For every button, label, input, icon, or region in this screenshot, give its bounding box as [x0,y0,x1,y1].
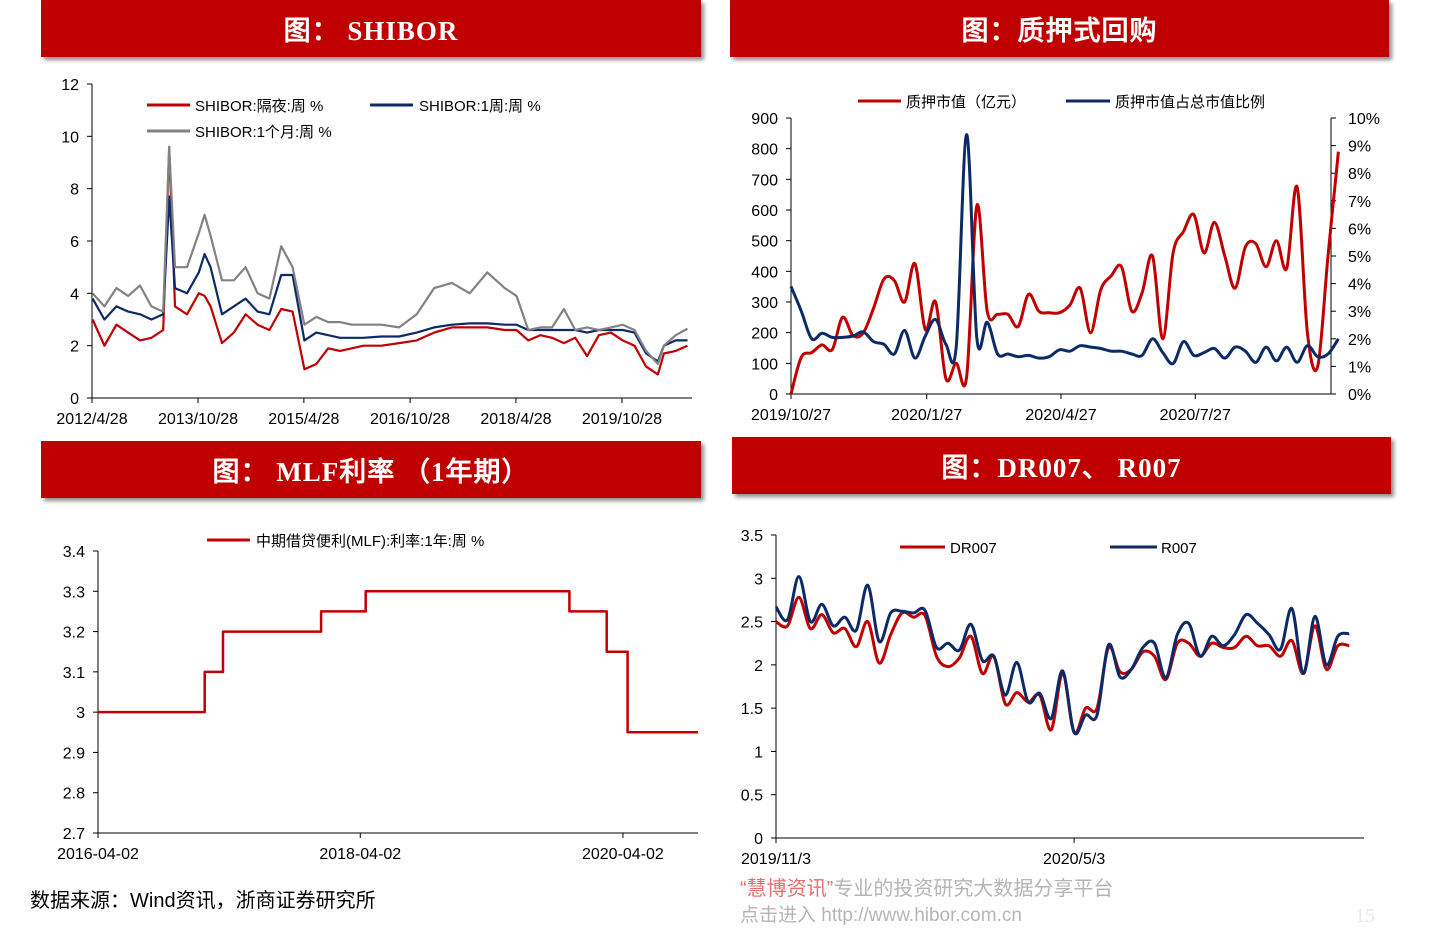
y-tick-label: 2.5 [741,615,763,632]
dr007-series-0-line [775,595,1350,735]
y-right-tick-label: 1% [1348,359,1371,376]
y-tick-label: 500 [751,234,778,251]
y-tick-label: 3 [754,571,763,588]
y-tick-label: 200 [751,326,778,343]
x-tick-label: 2020/7/27 [1160,407,1231,424]
y-tick-label: 0 [70,391,79,408]
y-tick-label: 400 [751,264,778,281]
x-tick-label: 2018-04-02 [319,846,401,863]
x-tick-label: 2019/10/28 [582,411,662,428]
y-tick-label: 2.9 [63,745,85,762]
watermark-slogan: “慧博资讯”专业的投资研究大数据分享平台 [740,872,1113,901]
y-tick-label: 12 [61,77,79,94]
y-tick-label: 900 [751,111,778,128]
repo-series-1-line [789,133,1340,366]
dr-panel-title: 图：DR007、 R007 [732,437,1391,494]
mlf-series-0-line [98,590,698,734]
page-number: 15 [1355,905,1375,927]
y-right-tick-label: 3% [1348,304,1371,321]
y-right-tick-label: 0% [1348,387,1371,404]
x-tick-label: 2012/4/28 [56,411,127,428]
y-tick-label: 1 [754,744,763,761]
y-right-tick-label: 4% [1348,277,1371,294]
y-tick-label: 1.5 [741,701,763,718]
y-right-tick-label: 9% [1348,139,1371,156]
y-tick-label: 3.2 [63,625,85,642]
y-right-tick-label: 7% [1348,194,1371,211]
y-tick-label: 2.7 [63,826,85,843]
y-tick-label: 300 [751,295,778,312]
y-tick-label: 8 [70,182,79,199]
mlf-panel-title: 图： MLF利率 （1年期） [41,441,701,498]
x-tick-label: 2019/10/27 [751,407,831,424]
x-tick-label: 2020/4/27 [1025,407,1096,424]
y-tick-label: 2 [754,658,763,675]
y-tick-label: 3.5 [741,528,763,545]
mlf-chart: 2.7 2.8 2.9 3 3.1 3.2 3.3 3.4 2016-04-02 2018-04-… [57,544,698,863]
y-right-tick-label: 6% [1348,221,1371,238]
y-tick-label: 3 [76,705,85,722]
shibor-series-0-line [91,145,688,376]
shibor-chart: 0 2 4 6 8 10 12 2012/4/28 2013/10/28 2015/4/28 201… [56,77,692,428]
x-tick-label: 2013/10/28 [158,411,238,428]
y-tick-label: 100 [751,356,778,373]
legend-label-r007: R007 [1161,540,1197,557]
x-tick-label: 2016/10/28 [370,411,450,428]
y-tick-label: 2 [70,339,79,356]
y-tick-label: 3.4 [63,544,85,561]
watermark-link[interactable]: 点击进入 http://www.hibor.com.cn [740,905,1022,926]
y-right-tick-label: 8% [1348,166,1371,183]
legend-label-mlf: 中期借贷便利(MLF):利率:1年:周 % [256,533,484,550]
legend-label-overnight: SHIBOR:隔夜:周 % [195,98,323,115]
x-tick-label: 2020/5/3 [1043,851,1105,868]
y-tick-label: 2.8 [63,786,85,803]
repo-chart: 0 100 200 300 400 500 600 700 800 900 0% 1% 2% 3% 4% 5%… [751,111,1380,424]
y-tick-label: 3.1 [63,665,85,682]
watermark-slogan-text: 专业的投资研究大数据分享平台 [833,878,1114,900]
legend-label-dr007: DR007 [950,540,997,557]
dr-legend: DR007 R007 [900,540,1197,557]
repo-panel-title: 图：质押式回购 [730,0,1389,57]
x-tick-label: 2020-04-02 [582,846,664,863]
shibor-panel-title: 图： SHIBOR [41,0,701,57]
mlf-legend: 中期借贷便利(MLF):利率:1年:周 % [207,533,484,550]
x-tick-label: 2020/1/27 [891,407,962,424]
legend-label-pledge-value: 质押市值（亿元） [906,94,1026,111]
y-tick-label: 10 [61,129,79,146]
x-tick-label: 2019/11/3 [741,851,811,868]
y-tick-label: 700 [751,172,778,189]
dr007-series-1-line [774,575,1350,736]
y-tick-label: 800 [751,142,778,159]
y-tick-label: 4 [70,286,79,303]
y-tick-label: 0 [754,831,763,848]
shibor-legend: SHIBOR:隔夜:周 % SHIBOR:1周:周 % SHIBOR:1个月:周… [147,98,541,141]
y-tick-label: 0 [769,387,778,404]
y-right-tick-label: 10% [1348,111,1380,128]
x-tick-label: 2016-04-02 [57,846,139,863]
y-tick-label: 6 [70,234,79,251]
x-tick-label: 2018/4/28 [480,411,551,428]
legend-label-pledge-ratio: 质押市值占总市值比例 [1115,94,1265,111]
y-tick-label: 3.3 [63,584,85,601]
x-tick-label: 2015/4/28 [268,411,339,428]
legend-label-1m: SHIBOR:1个月:周 % [195,124,332,141]
y-tick-label: 0.5 [741,788,763,805]
repo-legend: 质押市值（亿元） 质押市值占总市值比例 [858,94,1265,111]
legend-label-1w: SHIBOR:1周:周 % [419,98,541,115]
shibor-series-2-line [91,145,689,366]
y-tick-label: 600 [751,203,778,220]
watermark-brand: “慧博资讯” [740,878,834,900]
data-source: 数据来源：Wind资讯，浙商证券研究所 [30,890,376,912]
y-right-tick-label: 5% [1348,249,1371,266]
y-right-tick-label: 2% [1348,332,1371,349]
repo-series-0-line [789,151,1340,395]
dr007-chart: 0 0.5 1 1.5 2 2.5 3 3.5 2019/11/3 2020/5/3 [741,528,1364,868]
